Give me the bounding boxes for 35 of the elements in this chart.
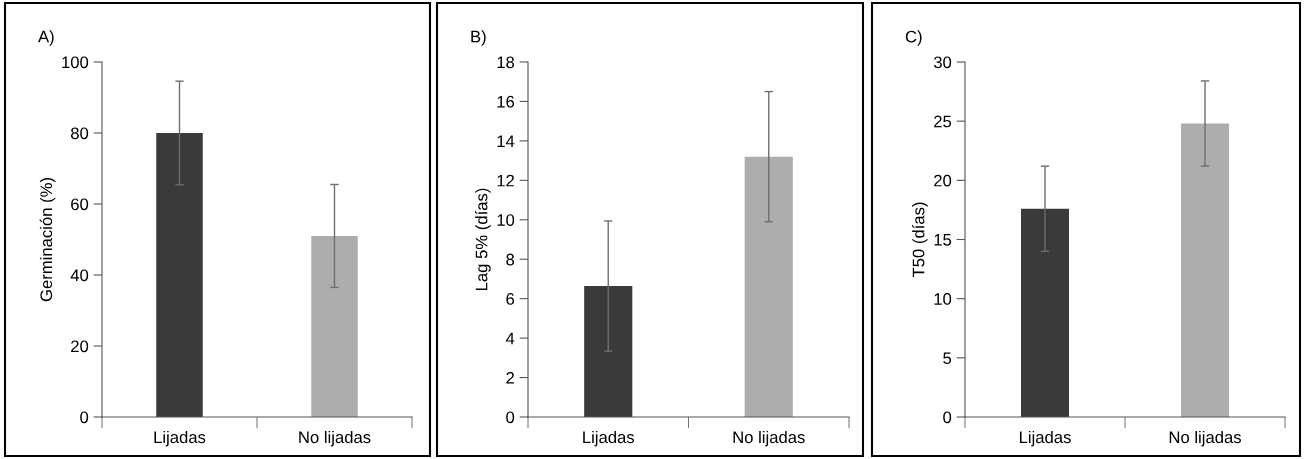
chart-title: B) [471,30,486,46]
y-tick-label: 40 [70,269,89,282]
y-tick-label: 2 [506,371,514,384]
y-tick-label: 12 [497,174,514,187]
y-tick-label: 0 [80,411,89,424]
x-tick-label: No lijadas [733,430,805,447]
x-tick-label: Lijadas [583,430,635,447]
y-tick-label: 30 [933,56,952,69]
y-tick-label: 60 [71,198,89,211]
y-tick-label: 4 [505,332,515,345]
y-tick-label: 25 [934,115,952,128]
x-tick-label: Lijadas [1019,430,1071,447]
y-tick-label: 80 [70,127,89,140]
y-tick-label: 100 [62,56,89,69]
y-tick-label: 8 [506,253,515,266]
y-tick-label: 6 [506,293,515,305]
y-tick-label: 15 [934,234,952,246]
y-tick-label: 14 [497,135,515,147]
y-tick-label: 5 [943,352,952,365]
chart-title: C) [905,30,922,46]
y-tick-label: 20 [934,174,952,187]
y-tick-label: 18 [497,56,515,69]
y-axis-title: T50 (días) [911,202,928,278]
x-tick-label: No lijadas [299,430,371,447]
y-axis-title: Germinación (%) [39,178,56,302]
y-tick-label: 20 [71,340,89,353]
chart-title: A) [38,30,54,46]
x-tick-label: No lijadas [1169,430,1241,447]
x-tick-label: Lijadas [154,430,206,447]
y-tick-label: 0 [943,411,952,424]
y-tick-label: 10 [497,214,515,226]
y-tick-label: 16 [497,95,515,108]
y-tick-label: 10 [934,293,952,305]
y-tick-label: 0 [506,411,515,424]
y-axis-title: Lag 5% (días) [474,188,491,291]
